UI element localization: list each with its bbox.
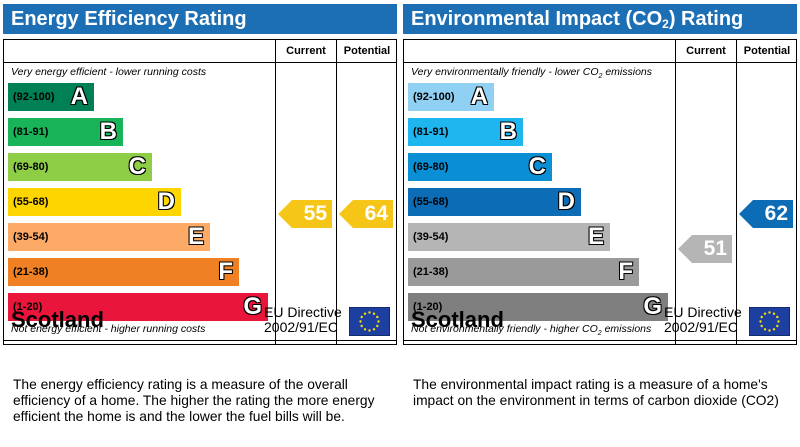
band-range: (55-68) bbox=[413, 196, 449, 208]
current-rating-arrow: 51 bbox=[678, 235, 732, 263]
column-current: Current bbox=[686, 45, 726, 57]
rating-band-d: (55-68) D bbox=[408, 188, 581, 216]
panel-title: Environmental Impact (CO2) Rating bbox=[403, 4, 797, 34]
rating-band-c: (69-80) C bbox=[8, 153, 152, 181]
rating-band-b: (81-91) B bbox=[8, 118, 123, 146]
eu-directive: EU Directive 2002/91/EC bbox=[664, 304, 742, 335]
rating-frame: Current Potential Very environmentally f… bbox=[403, 39, 797, 345]
caption-top: Very energy efficient - lower running co… bbox=[11, 66, 207, 78]
band-range: (55-68) bbox=[13, 196, 49, 208]
band-letter: G bbox=[643, 293, 662, 320]
eu-flag-icon bbox=[749, 307, 790, 336]
eu-directive: EU Directive 2002/91/EC bbox=[264, 304, 342, 335]
rating-band-b: (81-91) B bbox=[408, 118, 523, 146]
band-range: (1-20) bbox=[413, 301, 443, 313]
band-range: (39-54) bbox=[413, 231, 449, 243]
environmental-description: The environmental impact rating is a mea… bbox=[413, 377, 779, 408]
country-label: Scotland bbox=[11, 307, 104, 332]
column-potential: Potential bbox=[743, 45, 791, 57]
band-range: (92-100) bbox=[413, 91, 455, 103]
band-letter: D bbox=[557, 188, 575, 215]
band-range: (21-38) bbox=[413, 266, 449, 278]
potential-rating-value: 62 bbox=[764, 202, 788, 225]
current-rating-value: 55 bbox=[303, 202, 327, 225]
band-letter: C bbox=[128, 153, 146, 180]
current-rating-arrow: 55 bbox=[278, 200, 332, 228]
band-letter: C bbox=[528, 153, 546, 180]
eu-flag-icon bbox=[349, 307, 390, 336]
column-current: Current bbox=[286, 45, 326, 57]
energy-description: The energy efficiency rating is a measur… bbox=[13, 377, 375, 424]
band-range: (92-100) bbox=[13, 91, 55, 103]
rating-band-f: (21-38) F bbox=[408, 258, 639, 286]
rating-band-a: (92-100) A bbox=[408, 83, 494, 111]
band-range: (81-91) bbox=[13, 126, 49, 138]
potential-rating-value: 64 bbox=[364, 202, 388, 225]
potential-rating-arrow: 62 bbox=[739, 200, 793, 228]
band-letter: F bbox=[218, 258, 233, 285]
potential-rating-arrow: 64 bbox=[339, 200, 393, 228]
rating-band-g: (1-20) G bbox=[408, 293, 668, 321]
caption-bottom: Not environmentally friendly - higher CO… bbox=[411, 323, 652, 338]
rating-band-d: (55-68) D bbox=[8, 188, 181, 216]
band-letter: B bbox=[499, 118, 517, 145]
panel-title: Energy Efficiency Rating bbox=[3, 4, 397, 34]
rating-band-f: (21-38) F bbox=[8, 258, 239, 286]
band-range: (21-38) bbox=[13, 266, 49, 278]
country-label: Scotland bbox=[411, 307, 504, 332]
band-letter: E bbox=[187, 223, 204, 250]
band-range: (81-91) bbox=[413, 126, 449, 138]
energy-efficiency-panel: Energy Efficiency Rating Current Potenti… bbox=[3, 4, 397, 375]
band-letter: A bbox=[70, 83, 88, 110]
rating-band-e: (39-54) E bbox=[8, 223, 210, 251]
band-letter: D bbox=[157, 188, 175, 215]
caption-top: Very environmentally friendly - lower CO… bbox=[411, 66, 653, 81]
band-range: (39-54) bbox=[13, 231, 49, 243]
band-letter: A bbox=[470, 83, 488, 110]
rating-frame: Current Potential Very energy efficient … bbox=[3, 39, 397, 345]
band-letter: E bbox=[587, 223, 604, 250]
band-letter: F bbox=[618, 258, 633, 285]
caption-bottom: Not energy efficient - higher running co… bbox=[11, 323, 206, 335]
band-range: (1-20) bbox=[13, 301, 43, 313]
rating-band-g: (1-20) G bbox=[8, 293, 268, 321]
band-range: (69-80) bbox=[413, 161, 449, 173]
band-letter: G bbox=[243, 293, 262, 320]
rating-band-e: (39-54) E bbox=[408, 223, 610, 251]
band-range: (69-80) bbox=[13, 161, 49, 173]
band-letter: B bbox=[99, 118, 117, 145]
column-potential: Potential bbox=[343, 45, 391, 57]
environmental-impact-panel: Environmental Impact (CO2) Rating Curren… bbox=[403, 4, 797, 375]
current-rating-value: 51 bbox=[703, 237, 727, 260]
rating-band-a: (92-100) A bbox=[8, 83, 94, 111]
rating-band-c: (69-80) C bbox=[408, 153, 552, 181]
